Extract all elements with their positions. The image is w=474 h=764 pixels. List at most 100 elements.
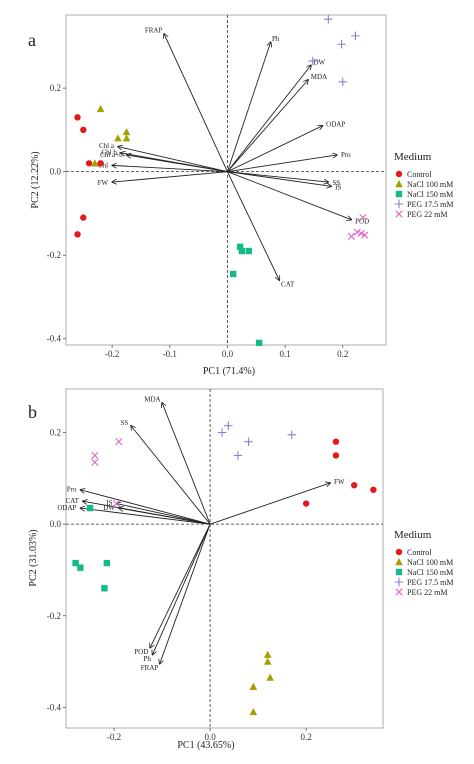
panel-b: b -0.2 0.0 0.2 -0.4 -0.2 0.0 0.2 MDA SS Pro CATODA… — [28, 388, 384, 751]
point-peg-22-mm — [91, 451, 99, 460]
legend-label-peg-17-5-mm: PEG 17.5 mM — [407, 200, 453, 209]
legend-label-peg-22-mm: PEG 22 mM — [407, 588, 447, 597]
loading-arrow-chl-a-b — [127, 155, 228, 173]
point-nacl-150-mm — [86, 504, 94, 512]
loading-arrow-odap — [227, 126, 322, 173]
plot-frame-a — [65, 14, 387, 346]
point-peg-22-mm — [357, 229, 365, 238]
point-nacl-100-mm — [249, 682, 258, 690]
plot-layer-a: -0.2 -0.1 0.0 0.1 0.2 -0.4 -0.2 0.0 0.2 FRAP Ph DW M… — [47, 14, 386, 359]
panel-a: a -0.2 -0.1 0.0 0.1 0.2 -0.4 -0.2 0.0 0.2 FRAP Ph D… — [28, 14, 387, 377]
loading-label-chl-b: Chl b — [101, 149, 117, 157]
legend-title-b: Medium — [394, 529, 432, 541]
x-tick-label-a: 0.2 — [337, 349, 348, 359]
loading-label-dw: DW — [314, 58, 326, 66]
loading-label-dw: DW — [103, 504, 115, 512]
y-tick-label-a: 0.2 — [50, 83, 61, 93]
loading-label-is: IS — [335, 183, 341, 191]
point-peg-22-mm — [359, 214, 367, 222]
point-control — [332, 452, 340, 459]
loading-label-pod: POD — [355, 218, 369, 226]
loading-label-pod: POD — [134, 648, 148, 656]
loading-arrow-mda — [227, 80, 308, 172]
legend-key-peg-22-mm — [395, 210, 403, 218]
x-tick-label-a: 0.0 — [222, 349, 234, 359]
loading-arrow-pod — [227, 171, 351, 220]
point-nacl-150-mm — [255, 339, 263, 347]
point-peg-22-mm — [112, 499, 121, 508]
x-axis-title-a: PC1 (71.4%) — [203, 366, 255, 377]
point-nacl-100-mm — [114, 134, 122, 142]
point-control — [350, 482, 358, 489]
point-peg-22-mm — [91, 458, 99, 466]
loading-label-ph: Ph — [272, 35, 280, 43]
point-peg-17-5-mm — [337, 40, 346, 49]
y-tick-label-b: -0.4 — [47, 702, 62, 712]
loading-arrow-fw — [209, 483, 330, 525]
loading-arrow-is — [116, 504, 211, 525]
loading-arrow-ph — [152, 523, 211, 655]
x-tick-label-a: -0.1 — [163, 349, 177, 359]
point-peg-17-5-mm — [338, 77, 347, 87]
legend-label-control: Control — [407, 548, 432, 557]
loading-arrow-pro — [227, 155, 337, 173]
loading-arrow-ph — [227, 42, 270, 172]
point-control — [74, 114, 81, 121]
loading-arrow-cat — [227, 171, 279, 281]
legend-label-control: Control — [407, 170, 432, 179]
point-control — [370, 486, 377, 493]
legend-label-nacl-150-mm: NaCl 150 mM — [407, 568, 453, 577]
loading-arrow-frap — [164, 34, 228, 172]
loading-label-chl-a: Chl a — [99, 142, 115, 150]
loading-label-cat: CAT — [281, 280, 295, 288]
point-peg-17-5-mm — [287, 430, 296, 440]
point-nacl-100-mm — [249, 707, 258, 716]
point-peg-17-5-mm — [244, 437, 253, 446]
loading-label-pro: Pro — [341, 151, 351, 159]
x-tick-label-a: -0.2 — [105, 349, 119, 359]
legend-title-a: Medium — [394, 151, 432, 163]
legend-key-peg-22-mm — [395, 588, 403, 596]
point-nacl-150-mm — [230, 270, 237, 278]
point-peg-22-mm — [347, 232, 355, 240]
x-tick-label-a: 0.1 — [279, 349, 290, 359]
point-peg-17-5-mm — [233, 451, 243, 460]
loading-label-chl-a-b: Chl a+b — [100, 151, 123, 159]
point-nacl-150-mm — [238, 247, 246, 255]
loading-arrow-frap — [160, 523, 211, 664]
legend-label-nacl-100-mm: NaCl 100 mM — [407, 180, 453, 189]
loading-label-ss: SS — [121, 419, 129, 427]
point-peg-17-5-mm — [217, 428, 227, 437]
point-nacl-150-mm — [103, 559, 111, 567]
point-nacl-100-mm — [96, 104, 105, 113]
loading-label-frap: FRAP — [145, 27, 163, 35]
loading-label-cat: CAT — [66, 497, 80, 505]
point-control — [80, 214, 87, 221]
point-nacl-150-mm — [101, 585, 108, 592]
point-control — [85, 160, 93, 167]
loading-arrow-chl-a — [118, 147, 228, 173]
loading-arrow-fw — [112, 171, 228, 182]
point-control — [97, 160, 104, 167]
legend-key-control — [395, 548, 403, 556]
loading-arrow-odap — [80, 508, 211, 525]
legend-label-peg-22-mm: PEG 22 mM — [407, 210, 447, 219]
point-peg-22-mm — [353, 228, 361, 236]
point-peg-17-5-mm — [308, 56, 317, 66]
point-peg-17-5-mm — [351, 31, 360, 41]
point-nacl-100-mm — [91, 159, 99, 167]
loading-arrow-dw — [227, 65, 311, 172]
point-nacl-150-mm — [77, 564, 84, 571]
plot-frame-b — [65, 388, 384, 729]
loading-label-ph: Ph — [143, 655, 151, 663]
y-tick-label-a: -0.2 — [47, 250, 61, 260]
panel-label-a: a — [28, 30, 36, 50]
y-tick-label-b: 0.0 — [50, 519, 62, 529]
loading-label-ss: SS — [332, 179, 340, 187]
legend-label-nacl-100-mm: NaCl 100 mM — [407, 558, 453, 567]
